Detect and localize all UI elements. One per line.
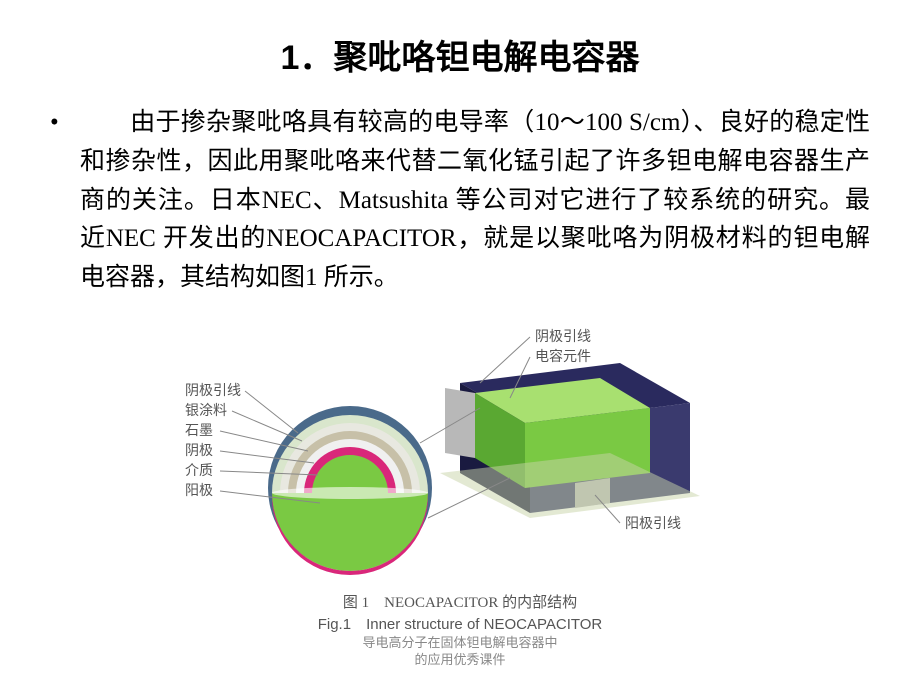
label-left-3: 阴极 xyxy=(185,443,213,459)
caption: 图 1 NEOCAPACITOR 的内部结构 Fig.1 Inner struc… xyxy=(50,593,870,669)
watermark-2: 的应用优秀课件 xyxy=(414,652,505,667)
cathode-lead xyxy=(445,388,475,458)
label-left-0: 阴极引线 xyxy=(185,383,241,399)
label-left-4: 介质 xyxy=(185,463,213,479)
label-cap-element: 电容元件 xyxy=(535,348,591,365)
bullet-icon: • xyxy=(50,104,59,143)
watermark: 导电高分子在固体钽电解电容器中 的应用优秀课件 xyxy=(50,635,870,669)
caption-en: Fig.1 Inner structure of NEOCAPACITOR xyxy=(50,614,870,635)
anode-bottom xyxy=(272,493,428,571)
figure: 阴极引线 电容元件 阴极引线 银涂料 石墨 阴极 介质 阳极 xyxy=(50,313,870,593)
watermark-1: 导电高分子在固体钽电解电容器中 xyxy=(362,635,557,650)
label-cathode-lead-top: 阴极引线 xyxy=(535,329,591,345)
cross-section xyxy=(268,406,432,575)
label-anode-lead: 阳极引线 xyxy=(625,516,681,532)
caption-cn: 图 1 NEOCAPACITOR 的内部结构 xyxy=(50,593,870,614)
figure-svg: 阴极引线 电容元件 阴极引线 银涂料 石墨 阴极 介质 阳极 xyxy=(180,313,740,593)
caption-en-text: Fig.1 Inner structure of NEOCAPACITOR xyxy=(318,616,603,633)
capacitor-3d xyxy=(440,363,700,518)
label-left-2: 石墨 xyxy=(185,424,213,439)
slide: 1．聚吡咯钽电解电容器 • 由于掺杂聚吡咯具有较高的电导率（10～100 S/c… xyxy=(0,0,920,690)
slide-title: 1．聚吡咯钽电解电容器 xyxy=(50,30,870,79)
label-left-1: 银涂料 xyxy=(185,403,227,419)
body-paragraph: • 由于掺杂聚吡咯具有较高的电导率（10～100 S/cm）、良好的稳定性和掺杂… xyxy=(50,104,870,298)
equator-highlight xyxy=(272,487,428,499)
label-left-5: 阳极 xyxy=(185,483,213,499)
ll0 xyxy=(245,391,298,433)
body-text: 由于掺杂聚吡咯具有较高的电导率（10～100 S/cm）、良好的稳定性和掺杂性，… xyxy=(80,109,870,291)
